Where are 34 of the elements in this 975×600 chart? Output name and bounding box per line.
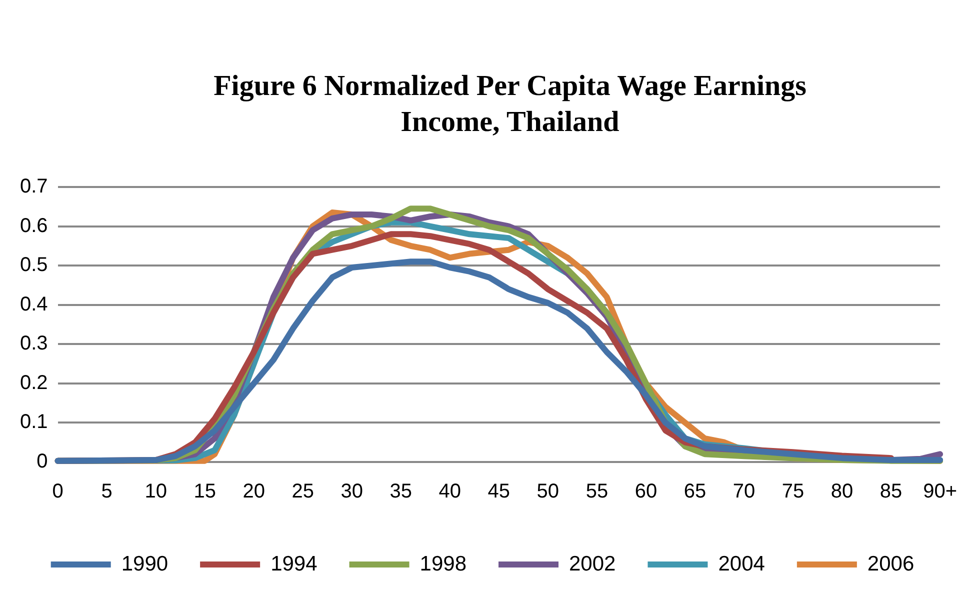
legend-label: 2004 [718, 552, 766, 576]
y-tick-label: 0.1 [20, 411, 48, 434]
legend-label: 2002 [569, 552, 616, 576]
x-tick-label: 20 [242, 480, 265, 503]
x-tick-label: 5 [101, 480, 112, 503]
chart-title: Figure 6 Normalized Per Capita Wage Earnings Income, Thailand [212, 69, 808, 140]
y-tick-label: 0.7 [20, 176, 48, 198]
y-tick-label: 0 [36, 450, 48, 473]
x-tick-label: 40 [438, 480, 462, 503]
x-tick-label: 25 [292, 480, 314, 503]
x-tick-label: 30 [340, 480, 364, 503]
x-tick-label: 45 [488, 480, 510, 503]
x-tick-label: 65 [684, 480, 706, 503]
x-tick-label: 85 [880, 480, 902, 503]
x-tick-label: 15 [194, 480, 216, 503]
x-tick-label: 90+ [923, 480, 958, 503]
x-tick-label: 55 [586, 480, 608, 503]
x-tick-label: 35 [390, 480, 412, 503]
x-tick-label: 10 [144, 480, 167, 503]
x-tick-label: 50 [536, 480, 560, 503]
legend-label: 1998 [420, 552, 466, 576]
y-tick-label: 0.4 [20, 293, 48, 316]
x-tick-label: 80 [830, 480, 854, 503]
x-tick-label: 60 [634, 480, 658, 503]
x-tick-label: 0 [52, 480, 64, 503]
legend-label: 2006 [867, 552, 914, 576]
y-tick-label: 0.3 [20, 332, 48, 355]
y-tick-label: 0.6 [20, 214, 48, 237]
legend-label: 1990 [121, 552, 168, 576]
y-tick-label: 0.5 [20, 254, 48, 276]
y-tick-label: 0.2 [20, 372, 48, 394]
x-tick-label: 75 [782, 480, 804, 503]
x-tick-label: 70 [732, 480, 756, 503]
legend-label: 1994 [270, 552, 318, 576]
